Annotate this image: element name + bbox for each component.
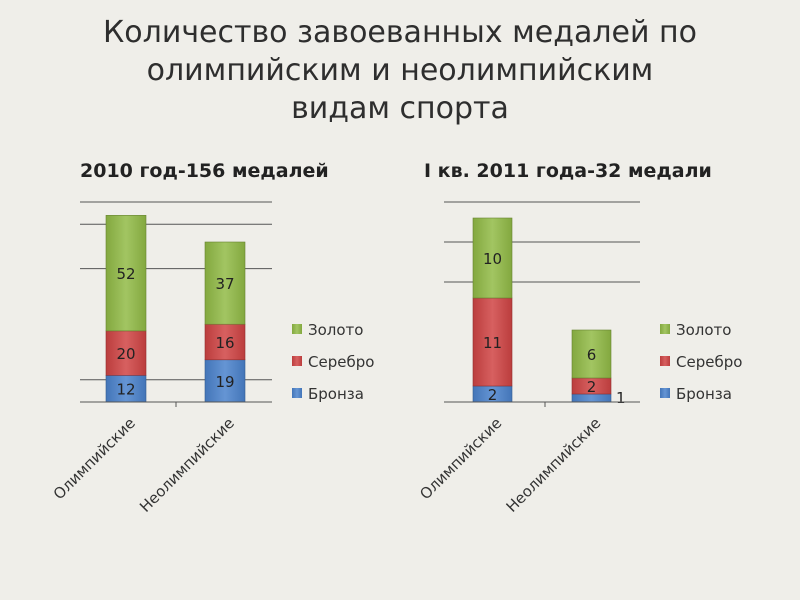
page-title: Количество завоеванных медалей по олимпи… <box>0 14 800 128</box>
bar-Золото <box>571 329 612 379</box>
bar-Золото <box>472 217 513 299</box>
data-label: 37 <box>215 275 234 293</box>
data-label: 10 <box>483 250 502 268</box>
data-label: 2 <box>488 386 498 404</box>
bar-Серебро <box>204 323 246 361</box>
legend-swatch <box>292 356 302 366</box>
chart-1: 12 20 52 Олимпийские 19 16 37 Неолимпийские Золо… <box>50 201 374 516</box>
data-label: 16 <box>215 334 234 352</box>
bar-Золото <box>105 215 147 332</box>
legend-swatch <box>660 356 670 366</box>
legend-label: Серебро <box>676 353 742 371</box>
data-label: 1 <box>616 389 626 407</box>
legend-label: Бронза <box>676 385 732 403</box>
legend-swatch <box>660 388 670 398</box>
category-label: Неолимпийские <box>136 414 238 516</box>
legend-swatch <box>660 324 670 334</box>
data-label: 12 <box>116 381 135 399</box>
legend-label: Бронза <box>308 385 364 403</box>
legend-swatch <box>292 388 302 398</box>
data-label: 19 <box>215 373 234 391</box>
bar-Золото <box>204 241 246 325</box>
title-line-2: олимпийским и неолимпийским <box>146 53 654 88</box>
title-line-1: Количество завоеванных медалей по <box>103 15 697 50</box>
bar-Серебро <box>472 297 513 387</box>
chart-2-title: I кв. 2011 года-32 медали <box>424 160 712 182</box>
legend-label: Золото <box>676 321 731 339</box>
category-label: Олимпийские <box>50 414 139 503</box>
data-label: 6 <box>587 346 597 364</box>
data-label: 2 <box>587 378 597 396</box>
category-label: Неолимпийские <box>503 414 605 516</box>
legend-label: Золото <box>308 321 363 339</box>
category-label: Олимпийские <box>416 414 505 503</box>
legend-swatch <box>292 324 302 334</box>
data-label: 11 <box>483 334 502 352</box>
chart-1-title: 2010 год-156 медалей <box>80 160 329 182</box>
data-label: 52 <box>116 265 135 283</box>
data-label: 20 <box>116 345 135 363</box>
chart-2: 2 11 10 Олимпийские 1 2 6 Неолимпийские Золото Се… <box>416 201 742 516</box>
legend-label: Серебро <box>308 353 374 371</box>
title-line-3: видам спорта <box>291 91 509 126</box>
